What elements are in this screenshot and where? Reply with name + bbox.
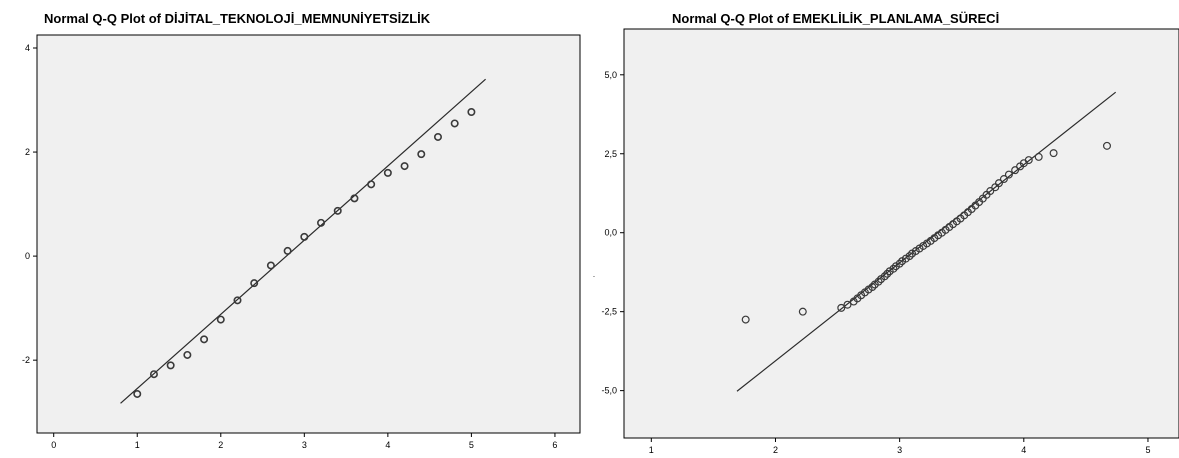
data-point [874,277,883,286]
x-tick-label: 1 [649,445,654,455]
data-point [149,370,158,379]
data-point [417,150,426,159]
data-point [1024,156,1033,165]
x-tick-label: 2 [218,440,223,450]
data-point [994,179,1003,188]
data-point [1049,149,1058,158]
data-point [895,259,904,268]
data-point [905,252,914,261]
data-point [741,315,750,324]
y-tick-label: 2 [25,147,30,157]
data-point [233,296,242,305]
data-point [467,107,476,116]
data-point [350,194,359,203]
data-point [1004,170,1013,179]
data-point [433,132,442,141]
data-point [798,307,807,316]
data-point [266,261,275,270]
data-point [200,335,209,344]
data-point [317,218,326,227]
reference-line-right [736,91,1117,392]
x-tick-label: 6 [552,440,557,450]
data-point [883,269,892,278]
data-point [383,168,392,177]
y-tick-label: 0,0 [604,228,617,238]
x-tick-label: 2 [773,445,778,455]
data-point [868,283,877,292]
data-point [333,206,342,215]
data-point [400,162,409,171]
data-point [986,187,995,196]
x-tick-label: 3 [897,445,902,455]
stray-mark: . [593,270,595,279]
data-point [133,389,142,398]
data-point [843,300,852,309]
x-tick-label: 4 [385,440,390,450]
data-point [283,246,292,255]
x-tick-label: 1 [135,440,140,450]
data-point [999,175,1008,184]
x-tick-label: 4 [1021,445,1026,455]
x-tick-label: 3 [302,440,307,450]
data-point [1034,152,1043,161]
data-point [1102,141,1111,150]
data-point [889,264,898,273]
reference-line-left [120,78,486,404]
data-point [216,315,225,324]
x-tick-label: 0 [51,440,56,450]
y-tick-label: -2,5 [601,307,617,317]
x-tick-label: 5 [469,440,474,450]
y-tick-label: 4 [25,43,30,53]
y-tick-label: -2 [22,355,30,365]
chart-title-right: Normal Q-Q Plot of EMEKLİLİK_PLANLAMA_SÜ… [672,11,1000,26]
y-tick-label: 2,5 [604,149,617,159]
data-point [250,279,259,288]
data-point [880,272,889,281]
plot-area-left [36,34,581,434]
data-point [1011,166,1020,175]
y-tick-label: 0 [25,251,30,261]
x-tick-label: 5 [1145,445,1150,455]
chart-title-left: Normal Q-Q Plot of DİJİTAL_TEKNOLOJİ_MEM… [44,11,431,26]
data-point [166,361,175,370]
data-point [300,232,309,241]
data-point [183,350,192,359]
data-point [450,119,459,128]
data-point [367,180,376,189]
plot-area-right [623,28,1179,439]
y-tick-label: -5,0 [601,386,617,396]
y-tick-label: 5,0 [604,70,617,80]
data-point [837,303,846,312]
